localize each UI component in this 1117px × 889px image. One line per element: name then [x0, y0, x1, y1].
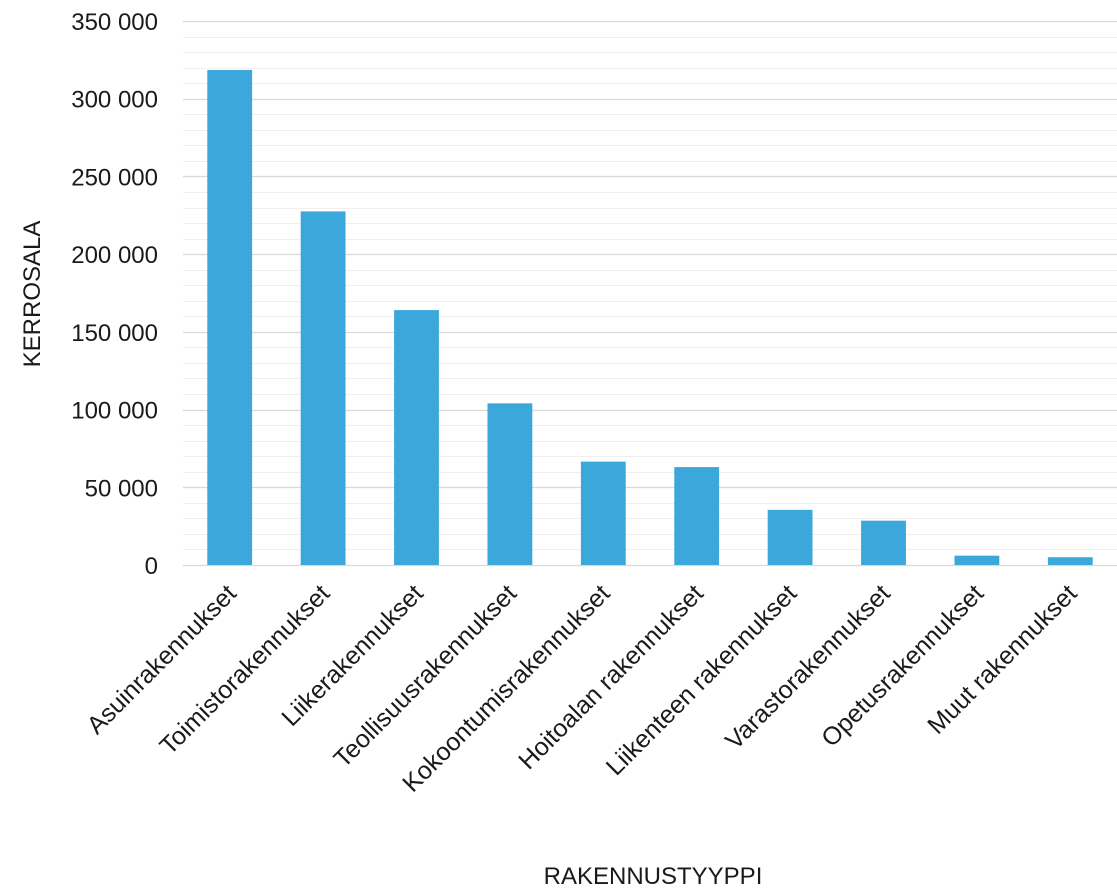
bar	[207, 69, 253, 566]
y-tick-label: 250 000	[71, 164, 158, 191]
y-tick-label: 50 000	[85, 475, 158, 502]
bar	[674, 467, 720, 565]
x-category-label: Opetusrakennukset	[816, 579, 989, 752]
bar	[580, 461, 626, 565]
bar	[1047, 557, 1093, 565]
y-tick-label: 0	[145, 553, 158, 580]
bar	[954, 555, 1000, 565]
y-tick-labels: 0 50 000 100 000 150 000 200 000 250 000 300 0…	[71, 9, 158, 580]
bar	[394, 310, 439, 565]
x-category-label: Hoitoalan rakennukset	[513, 579, 709, 775]
x-category-label: Toimistorakennukset	[154, 579, 335, 760]
y-tick-label: 100 000	[71, 398, 158, 425]
x-category-labels: AsuinrakennuksetToimistorakennuksetLiike…	[82, 579, 1083, 797]
bar	[861, 520, 906, 565]
bar	[487, 403, 533, 565]
x-category-label: Varastorakennukset	[720, 579, 896, 755]
bars	[207, 69, 1093, 566]
x-category-label: Teollisuusrakennukset	[328, 579, 522, 773]
y-tick-label: 350 000	[71, 9, 158, 36]
y-axis-title: KERROSALA	[19, 221, 46, 368]
y-tick-label: 200 000	[71, 242, 158, 269]
y-tick-label: 150 000	[71, 320, 158, 347]
y-tick-label: 300 000	[71, 87, 158, 114]
x-category-label: Liikenteen rakennukset	[601, 579, 803, 781]
bar	[300, 211, 346, 565]
x-axis-title: RAKENNUSTYYPPI	[544, 863, 763, 889]
bar	[767, 509, 813, 565]
